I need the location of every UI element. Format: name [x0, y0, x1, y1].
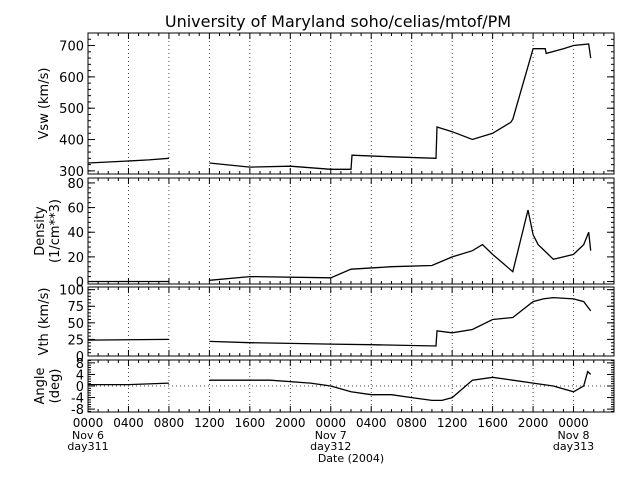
x-date-label: day311 — [67, 440, 108, 453]
x-tick-label: 0000 — [558, 416, 589, 430]
x-tick-label: 1200 — [194, 416, 225, 430]
x-tick-label: 0000 — [315, 416, 346, 430]
y-axis-label: Vth (km/s) — [37, 288, 52, 356]
x-tick-label: 0400 — [113, 416, 144, 430]
y-tick-label: 0 — [76, 276, 84, 291]
y-tick-label: 4 — [76, 368, 84, 383]
y-tick-label: -4 — [71, 392, 84, 407]
y-axis-label-line: Vsw (km/s) — [37, 68, 52, 140]
y-axis-label-line: Density — [33, 206, 48, 256]
x-date-label: day312 — [310, 440, 351, 453]
x-tick-label: 2000 — [518, 416, 549, 430]
panel-frame — [87, 359, 615, 413]
x-tick-label: 1600 — [477, 416, 508, 430]
y-tick-label: 50 — [67, 317, 84, 332]
y-axis-label: Density(1/cm**3) — [33, 199, 63, 263]
y-axis-label: Vsw (km/s) — [37, 68, 52, 140]
x-date-label: day313 — [553, 440, 594, 453]
x-tick-label: 1200 — [437, 416, 468, 430]
chart-title: University of Maryland soho/celias/mtof/… — [165, 12, 511, 31]
x-tick-label: 1600 — [235, 416, 266, 430]
panel-2: 0 20 40 60 80 Density(1/cm**3) — [33, 177, 615, 291]
x-tick-label: 0400 — [356, 416, 387, 430]
y-tick-label: 40 — [67, 226, 84, 241]
series-line — [88, 209, 592, 283]
y-tick-label: 25 — [67, 333, 84, 348]
x-date-label: Nov 7 — [315, 429, 347, 442]
y-tick-label: 8 — [76, 357, 84, 372]
y-tick-label: -8 — [71, 403, 84, 418]
x-axis-group: 0000 0400 0800 1200 1600 2000 0000 0400 0800 1200… — [67, 416, 594, 465]
panel-1: 300 400 500 600 700 Vsw (km/s) — [37, 32, 615, 180]
y-tick-label: 600 — [59, 71, 84, 86]
y-axis-label-line: (deg) — [48, 369, 63, 404]
series-line — [87, 296, 592, 347]
y-tick-label: 20 — [67, 251, 84, 266]
y-axis-label-line: Vth (km/s) — [37, 288, 52, 356]
x-tick-label: 0000 — [73, 416, 104, 430]
series-line — [87, 43, 592, 170]
series-line — [88, 370, 592, 402]
panel-frame — [87, 177, 615, 285]
y-tick-label: 60 — [67, 202, 84, 217]
y-tick-label: 100 — [59, 284, 84, 299]
panel-frame — [87, 32, 615, 175]
y-tick-label: 700 — [59, 40, 84, 55]
panel-frame — [87, 286, 615, 357]
y-tick-label: 0 — [76, 380, 84, 395]
y-tick-label: 300 — [59, 165, 84, 180]
x-axis-title: Date (2004) — [318, 452, 384, 465]
y-tick-label: 0 — [76, 350, 84, 365]
y-tick-label: 75 — [67, 300, 84, 315]
y-axis-label-line: (1/cm**3) — [48, 199, 63, 263]
x-date-label: Nov 8 — [558, 429, 590, 442]
y-axis-label-line: Angle — [33, 368, 48, 405]
y-tick-label: 80 — [67, 177, 84, 192]
x-tick-label: 0800 — [154, 416, 185, 430]
y-tick-label: 500 — [59, 102, 84, 117]
x-date-label: Nov 6 — [72, 429, 104, 442]
x-tick-label: 2000 — [275, 416, 306, 430]
y-axis-label: Angle(deg) — [33, 368, 63, 405]
y-tick-label: 400 — [59, 134, 84, 149]
x-tick-label: 0800 — [396, 416, 427, 430]
